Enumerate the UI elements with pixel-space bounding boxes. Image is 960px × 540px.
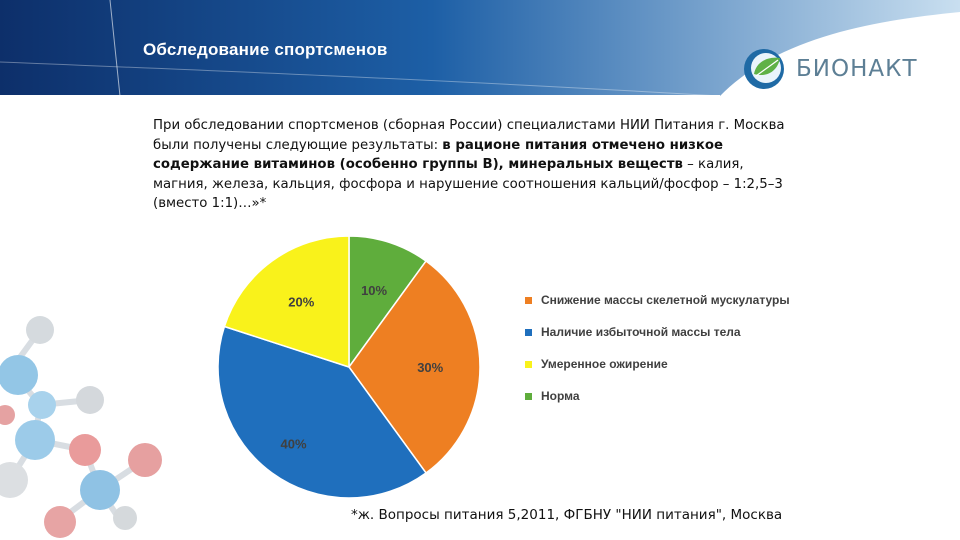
slice-label: 10%	[361, 283, 387, 298]
legend-swatch	[525, 297, 532, 304]
intro-text-part3: – калия, магния, железа, кальция, фосфор…	[153, 157, 783, 211]
intro-paragraph: При обследовании спортсменов (сборная Ро…	[153, 116, 793, 214]
pie-slice-40pct	[217, 325, 428, 499]
page-title: Обследование спортсменов	[143, 40, 388, 59]
slice-label: 40%	[281, 436, 307, 451]
slice-label: 30%	[417, 360, 443, 375]
molecule-decoration-icon	[0, 316, 162, 538]
legend-swatch	[525, 361, 532, 368]
header-banner	[0, 0, 960, 96]
pie-slice-10pct	[348, 235, 428, 370]
logo-text: БИОНАКТ	[796, 56, 918, 82]
legend-swatch	[525, 329, 532, 336]
logo-leaf-globe-icon	[744, 49, 784, 89]
intro-text-part1: При обследовании спортсменов (сборная Ро…	[153, 118, 785, 153]
footnote: *ж. Вопросы питания 5,2011, ФГБНУ "НИИ п…	[351, 507, 783, 523]
slice-label: 20%	[288, 294, 314, 309]
intro-text-bold: в рационе питания отмечено низкое содерж…	[153, 137, 724, 173]
legend-label: Умеренное ожирение	[541, 357, 668, 371]
legend-label: Снижение массы скелетной мускулатуры	[541, 293, 790, 307]
pie-slice-20pct	[223, 235, 350, 369]
legend-label: Наличие избыточной массы тела	[541, 325, 741, 339]
legend-swatch	[525, 393, 532, 400]
pie-slice-30pct	[348, 259, 481, 475]
legend-label: Норма	[541, 389, 580, 403]
